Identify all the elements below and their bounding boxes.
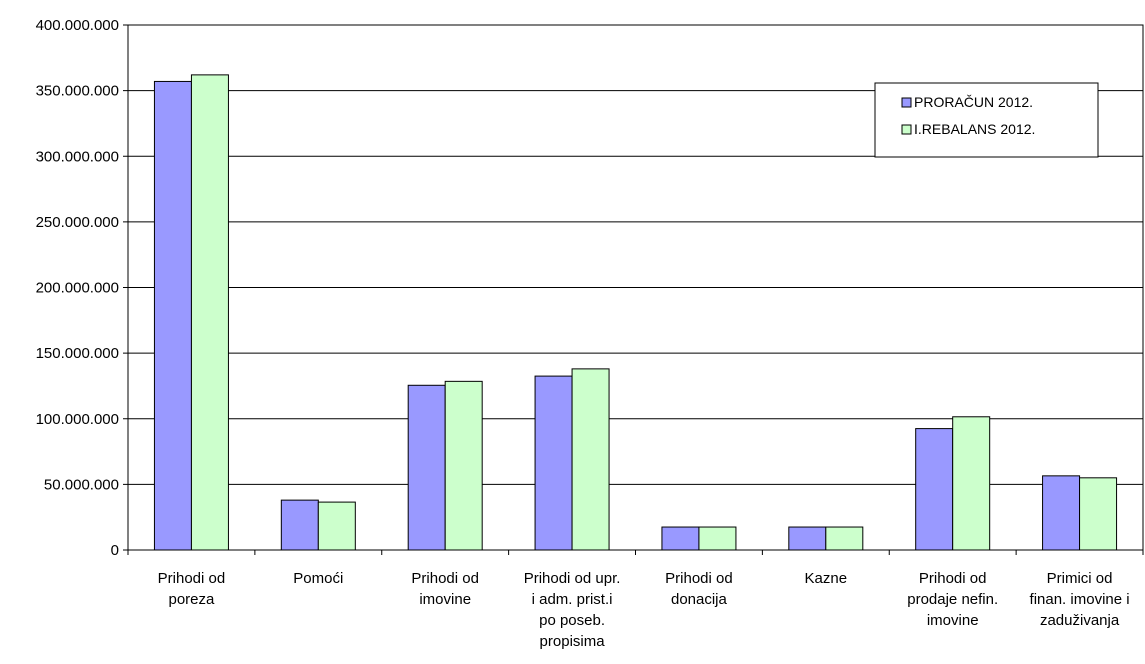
x-category-label: finan. imovine i [1030, 591, 1130, 608]
bar [915, 428, 954, 551]
bar [534, 375, 573, 551]
bar [1079, 477, 1118, 551]
bar [280, 499, 319, 551]
x-category-label: Prihodi od upr. [524, 570, 621, 587]
y-tick-label: 300.000.000 [36, 148, 119, 165]
legend-label: PRORAČUN 2012. [914, 94, 1033, 110]
y-tick-label: 350.000.000 [36, 83, 119, 100]
x-category-label: donacija [671, 591, 728, 608]
bar [952, 416, 991, 551]
y-tick-label: 200.000.000 [36, 280, 119, 297]
y-tick-label: 100.000.000 [36, 411, 119, 428]
x-category-label: Prihodi od [919, 570, 987, 587]
y-tick-label: 150.000.000 [36, 345, 119, 362]
bar [190, 74, 229, 551]
y-tick-label: 250.000.000 [36, 214, 119, 231]
legend-label: I.REBALANS 2012. [914, 121, 1035, 137]
x-category-label: i adm. prist.i [532, 591, 613, 608]
x-category-label: imovine [927, 612, 979, 629]
y-tick-label: 400.000.000 [36, 17, 119, 34]
bar [698, 526, 737, 551]
x-category-label: Pomoći [293, 570, 343, 587]
bar [317, 501, 356, 551]
bar [661, 526, 700, 551]
x-category-label: Kazne [805, 570, 848, 587]
legend [874, 82, 1099, 158]
bar [571, 368, 610, 551]
bar [153, 80, 192, 551]
x-category-label: propisima [540, 633, 606, 650]
bar [407, 384, 446, 551]
bar [444, 380, 483, 551]
bar [1042, 475, 1081, 551]
bar [788, 526, 827, 551]
x-category-label: prodaje nefin. [907, 591, 998, 608]
x-category-label: Prihodi od [411, 570, 479, 587]
x-category-label: imovine [419, 591, 471, 608]
y-tick-label: 0 [111, 542, 119, 559]
x-category-label: zaduživanja [1040, 612, 1120, 629]
legend-swatch [901, 124, 912, 135]
legend-swatch [901, 97, 912, 108]
x-category-label: Prihodi od [665, 570, 733, 587]
y-tick-label: 50.000.000 [44, 476, 119, 493]
x-category-label: poreza [169, 591, 216, 608]
bar [825, 526, 864, 551]
x-category-label: po poseb. [539, 612, 605, 629]
x-category-label: Primici od [1047, 570, 1113, 587]
x-category-label: Prihodi od [158, 570, 226, 587]
